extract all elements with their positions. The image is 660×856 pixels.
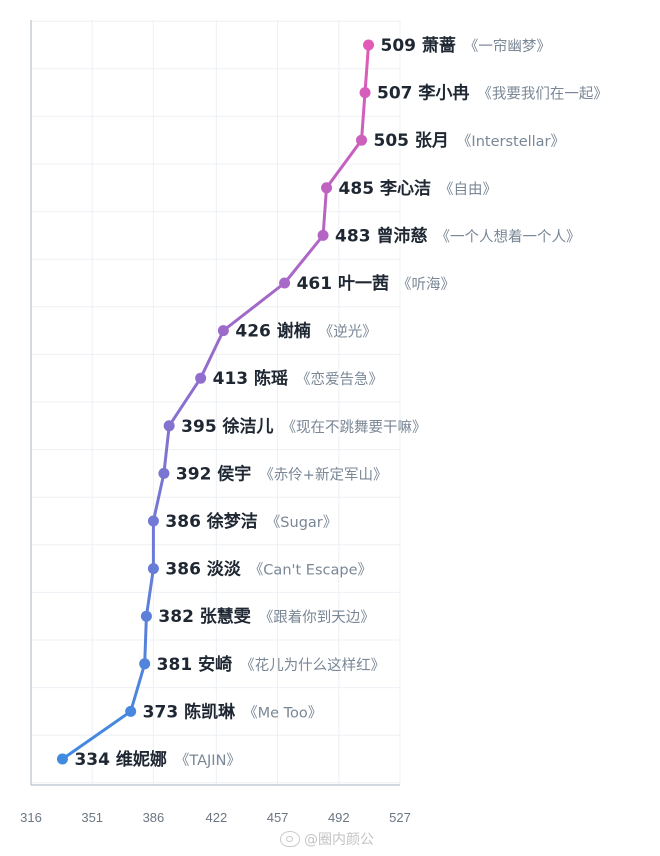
song-label: 《Me Too》 (243, 704, 322, 721)
data-label: 509 萧蔷 《一帘幽梦》 (381, 35, 551, 56)
value-and-name-label: 507 李小冉 (377, 83, 469, 104)
data-label: 373 陈凯琳 《Me Too》 (143, 701, 323, 722)
data-label: 505 张月 《Interstellar》 (374, 131, 566, 151)
x-tick-labels: 316 351 386 422 457 492 527 (20, 810, 411, 825)
song-label: 《恋爱告急》 (296, 370, 383, 388)
song-label: 《听海》 (397, 276, 455, 293)
data-label: 334 维妮娜 《TAJIN》 (74, 749, 240, 770)
song-label: 《自由》 (439, 181, 497, 198)
data-point (217, 325, 229, 337)
song-label: 《一帘幽梦》 (464, 38, 551, 55)
song-label: 《我要我们在一起》 (477, 86, 608, 103)
data-point (195, 372, 207, 384)
value-and-name-label: 485 李心洁 (339, 178, 431, 199)
data-label: 413 陈瑶 《恋爱告急》 (213, 368, 383, 389)
data-point (279, 277, 291, 289)
data-point (317, 229, 329, 241)
x-tick-label: 457 (267, 810, 289, 825)
value-and-name-label: 392 侯宇 (176, 463, 251, 484)
x-tick-label: 492 (328, 810, 350, 825)
data-label: 392 侯宇 《赤伶+新定军山》 (176, 463, 388, 484)
data-label: 426 谢楠 《逆光》 (235, 321, 376, 342)
watermark-text: @圈内颜公 (304, 832, 374, 848)
song-label: 《跟着你到天边》 (259, 609, 375, 626)
song-label: 《TAJIN》 (175, 752, 241, 769)
song-label: 《赤伶+新定军山》 (259, 466, 387, 483)
series-line (61, 44, 370, 761)
song-label: 《花儿为什么这样红》 (240, 657, 385, 674)
value-and-name-label: 386 徐梦洁 (165, 511, 257, 532)
data-point (140, 610, 152, 622)
data-point (321, 182, 333, 194)
value-and-name-label: 382 张慧雯 (158, 606, 251, 627)
data-label: 386 淡淡 《Can't Escape》 (165, 560, 372, 580)
watermark: @圈内颜公 (280, 829, 374, 849)
data-label: 386 徐梦洁 《Sugar》 (165, 511, 337, 532)
data-points (56, 39, 375, 765)
data-point (163, 420, 175, 432)
value-and-name-label: 509 萧蔷 (381, 35, 456, 56)
x-tick-label: 316 (20, 810, 42, 825)
value-and-name-label: 426 谢楠 (235, 321, 310, 342)
value-and-name-label: 395 徐洁儿 (181, 416, 273, 437)
value-and-name-label: 334 维妮娜 (74, 749, 166, 770)
data-point (158, 467, 170, 479)
axes (30, 20, 400, 786)
data-label: 395 徐洁儿 《现在不跳舞要干嘛》 (181, 416, 426, 437)
song-label: 《Interstellar》 (457, 133, 565, 150)
song-label: 《现在不跳舞要干嘛》 (282, 419, 427, 436)
data-point (147, 515, 159, 527)
song-label: 《一个人想着一个人》 (435, 228, 580, 245)
value-and-name-label: 386 淡淡 (165, 560, 241, 580)
data-label: 485 李心洁 《自由》 (339, 178, 497, 199)
x-tick-label: 422 (206, 810, 228, 825)
song-label: 《逆光》 (319, 324, 377, 341)
data-label: 507 李小冉 《我要我们在一起》 (377, 83, 608, 104)
song-label: 《Can't Escape》 (249, 562, 372, 579)
value-and-name-label: 373 陈凯琳 (143, 701, 236, 722)
series-line-path (61, 44, 370, 761)
value-and-name-label: 483 曾沛慈 (335, 225, 427, 246)
data-label: 382 张慧雯 《跟着你到天边》 (158, 606, 374, 627)
data-point (125, 705, 137, 717)
value-and-name-label: 413 陈瑶 (213, 368, 288, 389)
data-label: 461 叶一茜 《听海》 (297, 273, 455, 294)
data-point (147, 563, 159, 575)
data-point (356, 134, 368, 146)
weibo-icon (280, 831, 300, 847)
data-label: 483 曾沛慈 《一个人想着一个人》 (335, 225, 580, 246)
x-tick-label: 527 (389, 810, 411, 825)
data-point (363, 39, 375, 51)
data-point (359, 87, 371, 99)
grid (31, 20, 401, 785)
data-labels: 509 萧蔷 《一帘幽梦》 507 李小冉 《我要我们在一起》 505 张月 《Inter… (74, 35, 607, 770)
x-tick-label: 386 (143, 810, 165, 825)
value-and-name-label: 381 安崎 (157, 654, 232, 675)
value-and-name-label: 505 张月 (374, 131, 449, 151)
value-and-name-label: 461 叶一茜 (297, 273, 389, 294)
data-point (56, 753, 68, 765)
data-label: 381 安崎 《花儿为什么这样红》 (157, 654, 385, 675)
song-label: 《Sugar》 (266, 514, 337, 531)
data-point (139, 658, 151, 670)
x-tick-label: 351 (81, 810, 103, 825)
